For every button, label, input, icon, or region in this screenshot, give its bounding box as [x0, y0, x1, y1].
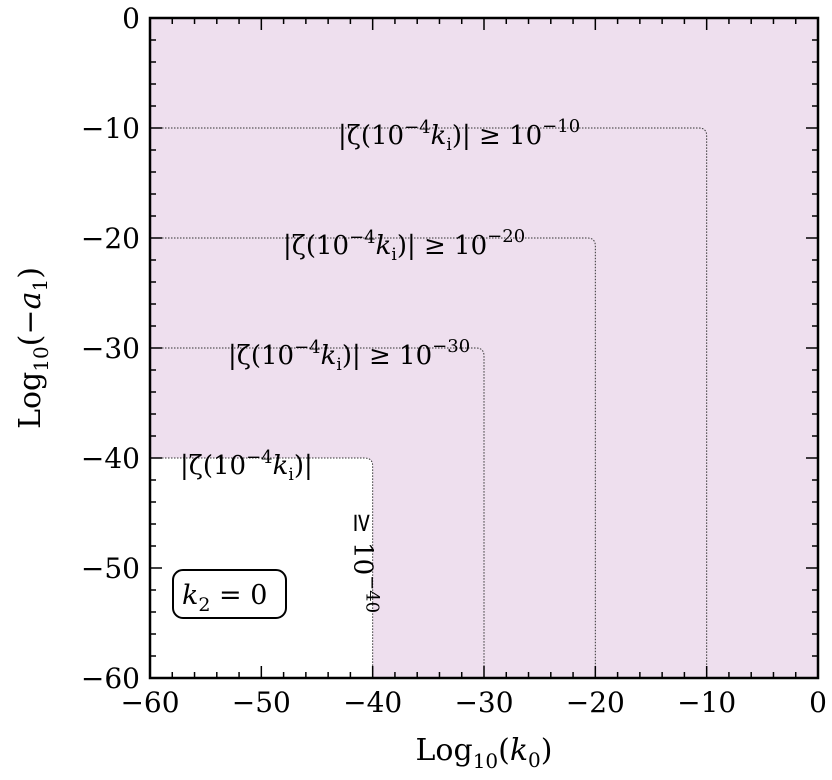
y-tick-label: 0: [122, 2, 140, 35]
contour-line-1: [150, 127, 708, 678]
contour-label-rotated: ≥ 10−40: [348, 512, 383, 613]
label-pow: −20: [487, 226, 525, 247]
contour-label-1: |ζ(10−4ki)| ≥ 10−10: [338, 116, 580, 155]
label-pre: |ζ(10: [180, 451, 246, 481]
y-tick-label: −50: [81, 552, 140, 585]
k2-annotation: k2 = 0: [172, 569, 287, 619]
label-ksub: i: [288, 465, 294, 485]
label-pre: |ζ(10: [228, 341, 294, 371]
contour-label-text: |ζ(10−4ki)| ≥ 10−10: [338, 116, 580, 155]
xlabel-prefix: Log: [416, 733, 473, 768]
label-exp: −4: [246, 447, 273, 468]
label-rot-ge: ≥: [348, 512, 378, 534]
y-tick-label: −20: [81, 222, 140, 255]
label-ksub: i: [446, 135, 452, 155]
label-post: )| ≥ 10: [397, 231, 487, 261]
annot-var: k: [182, 580, 198, 611]
x-tick-label: 0: [809, 686, 827, 719]
x-tick-label: −50: [232, 686, 291, 719]
label-ksub: i: [336, 355, 342, 375]
ylabel-var: a: [13, 292, 48, 310]
xlabel-var: k: [510, 733, 528, 768]
y-tick-label: −30: [81, 332, 140, 365]
contour-label-3: |ζ(10−4ki)| ≥ 10−30: [228, 336, 470, 375]
label-rot-pow: −40: [362, 575, 383, 613]
label-k: k: [273, 451, 289, 481]
ylabel-sub: 10: [29, 346, 53, 371]
contour-label-text: |ζ(10−4ki)| ≥ 10−20: [283, 226, 525, 265]
annotation-text: k2 = 0: [182, 580, 267, 616]
annot-sub: 2: [198, 594, 210, 616]
xlabel-sub: 10: [473, 749, 498, 773]
label-exp: −4: [404, 117, 431, 138]
label-post: )| ≥ 10: [342, 341, 432, 371]
y-tick-label: −40: [81, 442, 140, 475]
ylabel-minus: −: [13, 309, 48, 334]
x-tick-label: −10: [677, 686, 736, 719]
xlabel-varsub: 0: [528, 748, 541, 772]
label-post: )| ≥ 10: [452, 121, 542, 151]
label-k: k: [376, 231, 392, 261]
x-tick-label: −60: [120, 686, 179, 719]
y-axis-label: Log10(−a1): [13, 267, 53, 429]
axis-ticks: [149, 17, 819, 679]
label-k: k: [431, 121, 447, 151]
ylabel-varsub: 1: [28, 279, 52, 292]
x-axis-label: Log10(k0): [416, 733, 553, 773]
annot-eq: = 0: [210, 580, 267, 611]
y-tick-label: −10: [81, 112, 140, 145]
contour-label-text: |ζ(10−4ki)|: [180, 447, 313, 485]
ylabel-close: ): [13, 267, 48, 279]
label-exp: −4: [349, 227, 376, 248]
label-pow: −10: [542, 116, 580, 137]
label-rot-base: 10: [348, 534, 378, 575]
contour-labels: |ζ(10−4ki)| ≥ 10−10|ζ(10−4ki)| ≥ 10−20|ζ…: [180, 116, 580, 613]
label-pre: |ζ(10: [338, 121, 404, 151]
tick-labels: −60 −50 −40 −30 −20 −10 0 0 −10 −20 −30 −40 −50 −60: [81, 2, 827, 719]
x-tick-label: −20: [566, 686, 625, 719]
contour-label-text: |ζ(10−4ki)| ≥ 10−30: [228, 336, 470, 375]
xlabel-open: (: [498, 733, 510, 768]
x-tick-label: −30: [454, 686, 513, 719]
label-k: k: [321, 341, 337, 371]
label-post: )|: [294, 451, 313, 481]
region-level-4: [150, 18, 818, 678]
label-pre: |ζ(10: [283, 231, 349, 261]
ylabel-prefix: Log: [13, 372, 48, 429]
x-tick-label: −40: [343, 686, 402, 719]
contour-label-2: |ζ(10−4ki)| ≥ 10−20: [283, 226, 525, 265]
contour-label-4: |ζ(10−4ki)|≥ 10−40: [180, 447, 383, 613]
xlabel-close: ): [541, 733, 553, 768]
label-ksub: i: [391, 245, 397, 265]
label-exp: −4: [294, 337, 321, 358]
y-tick-label: −60: [81, 662, 140, 695]
annotation-box: [172, 569, 287, 619]
contour-lines: [150, 127, 708, 678]
ylabel-open: (: [13, 335, 48, 347]
label-pow: −30: [432, 336, 470, 357]
